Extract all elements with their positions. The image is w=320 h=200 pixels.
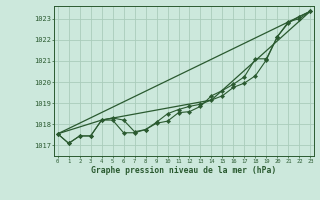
- X-axis label: Graphe pression niveau de la mer (hPa): Graphe pression niveau de la mer (hPa): [92, 166, 276, 175]
